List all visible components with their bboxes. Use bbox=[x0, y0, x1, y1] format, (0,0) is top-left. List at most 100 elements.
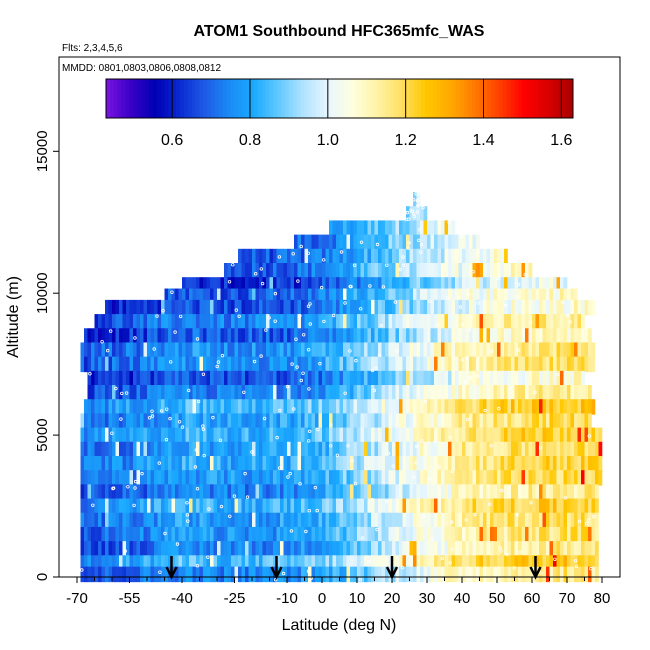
heatmap-cell bbox=[430, 399, 435, 415]
sample-point bbox=[175, 542, 180, 546]
heatmap-cell bbox=[248, 484, 253, 500]
heatmap-cell bbox=[560, 512, 564, 529]
heatmap-cell bbox=[231, 427, 235, 444]
heatmap-cell bbox=[388, 555, 393, 571]
heatmap-cell bbox=[175, 470, 179, 486]
heatmap-cell bbox=[581, 512, 585, 529]
heatmap-cell bbox=[178, 299, 183, 316]
heatmap-cell bbox=[185, 566, 190, 583]
heatmap-cell bbox=[567, 512, 571, 529]
heatmap-cell bbox=[154, 385, 158, 401]
heatmap-cell bbox=[444, 555, 449, 571]
heatmap-cell bbox=[528, 541, 533, 557]
heatmap-cell bbox=[154, 441, 158, 458]
heatmap-cell bbox=[525, 413, 529, 429]
heatmap-cell bbox=[553, 288, 557, 305]
heatmap-cell bbox=[402, 288, 407, 305]
heatmap-cell bbox=[371, 385, 375, 401]
heatmap-cell bbox=[266, 555, 270, 571]
heatmap-cell bbox=[409, 299, 414, 316]
heatmap-cell bbox=[504, 288, 508, 305]
heatmap-cell bbox=[157, 541, 162, 557]
heatmap-cell bbox=[175, 288, 179, 305]
heatmap-cell bbox=[297, 455, 302, 472]
heatmap-cell bbox=[420, 288, 424, 305]
colorbar-segment bbox=[390, 79, 395, 118]
sample-point bbox=[516, 348, 520, 352]
heatmap-cell bbox=[136, 314, 141, 330]
heatmap-cell bbox=[136, 299, 141, 316]
heatmap-cell bbox=[122, 385, 127, 401]
heatmap-cell bbox=[189, 566, 193, 583]
heatmap-cell bbox=[255, 342, 260, 358]
heatmap-cell bbox=[556, 555, 561, 571]
heatmap-cell bbox=[476, 512, 480, 529]
heatmap-cell bbox=[458, 498, 463, 515]
heatmap-cell bbox=[388, 455, 393, 472]
heatmap-cell bbox=[231, 288, 235, 305]
heatmap-cell bbox=[262, 541, 267, 557]
heatmap-cell bbox=[427, 370, 431, 387]
heatmap-cell bbox=[462, 555, 466, 571]
heatmap-cell bbox=[304, 427, 309, 444]
heatmap-cell bbox=[479, 498, 484, 515]
heatmap-cell bbox=[126, 399, 130, 415]
heatmap-cell bbox=[245, 288, 249, 305]
colorbar-ticks: 0.6 0.8 1.0 1.2 1.4 1.6 bbox=[161, 79, 573, 149]
heatmap-cell bbox=[528, 342, 533, 358]
heatmap-cell bbox=[514, 484, 519, 500]
heatmap-cell bbox=[322, 498, 326, 515]
heatmap-cell bbox=[220, 385, 225, 401]
heatmap-cell bbox=[248, 370, 253, 387]
heatmap-cell bbox=[546, 427, 550, 444]
heatmap-cell bbox=[248, 314, 253, 330]
heatmap-cell bbox=[287, 248, 291, 265]
heatmap-cell bbox=[269, 455, 274, 472]
heatmap-cell bbox=[511, 342, 515, 358]
heatmap-cell bbox=[304, 263, 309, 279]
heatmap-cell bbox=[434, 263, 438, 279]
heatmap-cell bbox=[479, 441, 484, 458]
heatmap-cell bbox=[469, 356, 473, 373]
heatmap-cell bbox=[150, 455, 155, 472]
heatmap-cell bbox=[500, 370, 505, 387]
heatmap-cell bbox=[297, 277, 302, 293]
heatmap-cell bbox=[549, 566, 554, 583]
heatmap-cell bbox=[423, 248, 428, 265]
heatmap-cell bbox=[462, 413, 466, 429]
heatmap-cell bbox=[273, 356, 277, 373]
heatmap-cell bbox=[245, 455, 249, 472]
heatmap-cell bbox=[231, 356, 235, 373]
heatmap-cell bbox=[567, 555, 571, 571]
heatmap-cell bbox=[518, 356, 522, 373]
heatmap-cell bbox=[511, 288, 515, 305]
heatmap-cell bbox=[584, 470, 589, 486]
sample-point bbox=[133, 479, 138, 484]
heatmap-cell bbox=[511, 555, 515, 571]
heatmap-cell bbox=[437, 370, 442, 387]
heatmap-cell bbox=[206, 288, 211, 305]
heatmap-cell bbox=[556, 541, 561, 557]
heatmap-cell bbox=[350, 526, 354, 543]
heatmap-cell bbox=[87, 566, 92, 583]
sample-point bbox=[573, 559, 578, 563]
heatmap-cell bbox=[392, 288, 396, 305]
heatmap-cell bbox=[196, 399, 200, 415]
heatmap-cell bbox=[490, 399, 494, 415]
heatmap-cell bbox=[290, 248, 295, 265]
colorbar-segment bbox=[343, 79, 348, 118]
heatmap-cell bbox=[430, 328, 435, 344]
heatmap-cell bbox=[437, 328, 442, 344]
heatmap-cell bbox=[273, 399, 277, 415]
heatmap-cell bbox=[507, 566, 512, 583]
heatmap-cell bbox=[549, 526, 554, 543]
heatmap-cell bbox=[294, 555, 298, 571]
heatmap-cell bbox=[514, 413, 519, 429]
heatmap-cell bbox=[143, 498, 148, 515]
heatmap-cell bbox=[388, 484, 393, 500]
heatmap-cell bbox=[304, 413, 309, 429]
heatmap-cell bbox=[301, 248, 305, 265]
heatmap-cell bbox=[399, 470, 403, 486]
heatmap-cell bbox=[409, 566, 414, 583]
heatmap-cell bbox=[371, 220, 375, 236]
